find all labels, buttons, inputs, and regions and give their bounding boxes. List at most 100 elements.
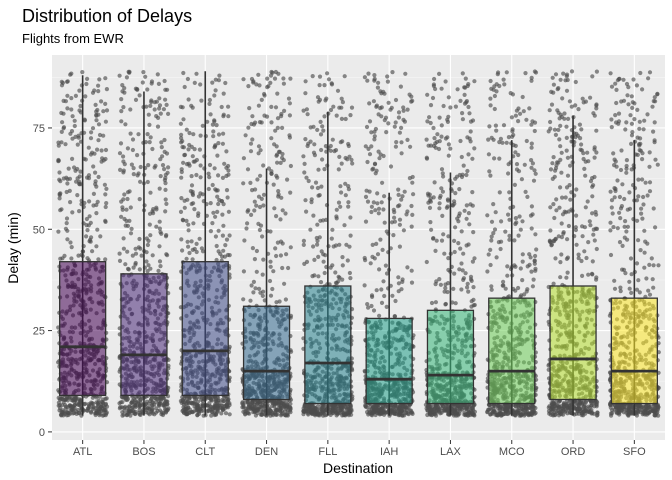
data-point <box>405 137 410 142</box>
data-point <box>365 159 370 165</box>
data-point <box>399 125 404 130</box>
data-point <box>91 164 96 169</box>
data-point <box>213 187 218 192</box>
data-point <box>463 76 468 81</box>
data-point <box>275 240 280 245</box>
data-point <box>349 105 355 110</box>
data-point <box>445 289 450 295</box>
data-point <box>468 139 473 144</box>
data-point <box>224 402 229 407</box>
data-point <box>259 120 264 125</box>
data-point <box>157 259 163 264</box>
data-point <box>382 220 387 225</box>
data-point <box>340 263 345 268</box>
data-point <box>331 104 336 109</box>
data-point <box>184 411 189 416</box>
data-point <box>56 158 61 163</box>
data-point <box>145 242 150 248</box>
data-point <box>446 281 451 286</box>
data-point <box>138 412 143 417</box>
data-point <box>436 408 441 413</box>
data-point <box>145 132 150 137</box>
data-point <box>367 101 372 106</box>
data-point <box>245 167 251 172</box>
data-point <box>274 214 279 219</box>
data-point <box>261 192 267 197</box>
data-point <box>194 402 199 407</box>
data-point <box>165 399 170 404</box>
data-point <box>446 256 451 261</box>
data-point <box>441 174 446 179</box>
data-point <box>121 197 126 202</box>
data-point <box>196 194 201 199</box>
data-point <box>397 203 402 208</box>
data-point <box>269 120 274 125</box>
data-point <box>135 87 140 92</box>
data-point <box>429 227 434 232</box>
data-point <box>407 176 412 181</box>
data-point <box>315 222 320 227</box>
data-point <box>192 207 197 212</box>
data-point <box>260 272 265 277</box>
data-point <box>470 259 475 264</box>
data-point <box>157 244 162 249</box>
data-point <box>103 257 108 262</box>
data-point <box>143 407 148 412</box>
data-point <box>138 397 144 402</box>
data-point <box>305 112 310 117</box>
data-point <box>431 125 436 131</box>
data-point <box>191 401 196 406</box>
data-point <box>338 140 343 145</box>
data-point <box>96 83 101 88</box>
data-point <box>458 406 463 411</box>
data-point <box>445 197 450 202</box>
data-point <box>99 99 104 104</box>
data-point <box>472 146 477 151</box>
data-point <box>446 142 451 147</box>
data-point <box>253 286 258 291</box>
data-point <box>383 115 389 120</box>
data-point <box>385 79 390 84</box>
data-point <box>388 164 394 169</box>
data-point <box>247 106 252 111</box>
data-point <box>328 143 333 149</box>
data-point <box>432 136 437 141</box>
data-point <box>460 111 465 116</box>
data-point <box>196 211 201 216</box>
data-point <box>68 200 73 205</box>
data-point <box>430 95 436 101</box>
data-point <box>396 192 401 197</box>
data-point <box>317 407 322 412</box>
data-point <box>336 200 342 205</box>
data-point <box>257 227 262 233</box>
data-point <box>213 234 218 239</box>
data-point <box>101 158 106 163</box>
data-point <box>256 103 261 108</box>
data-point <box>179 196 184 201</box>
data-point <box>287 133 292 138</box>
data-point <box>96 122 102 127</box>
data-point <box>262 412 267 417</box>
data-point <box>313 180 319 185</box>
data-point <box>425 92 430 97</box>
data-point <box>192 80 197 85</box>
data-point <box>396 110 402 115</box>
data-point <box>70 407 75 412</box>
data-point <box>254 248 259 254</box>
data-point <box>262 113 267 118</box>
data-point <box>65 228 70 233</box>
data-point <box>226 104 231 109</box>
data-point <box>274 144 279 149</box>
data-point <box>220 141 225 146</box>
data-point <box>157 186 162 191</box>
data-point <box>437 71 442 76</box>
data-point <box>260 234 265 239</box>
data-point <box>432 180 437 185</box>
data-point <box>468 202 473 207</box>
data-point <box>200 402 205 407</box>
data-point <box>269 69 274 75</box>
data-point <box>284 252 289 257</box>
data-point <box>161 411 166 416</box>
data-point <box>464 203 469 208</box>
data-point <box>377 408 382 413</box>
